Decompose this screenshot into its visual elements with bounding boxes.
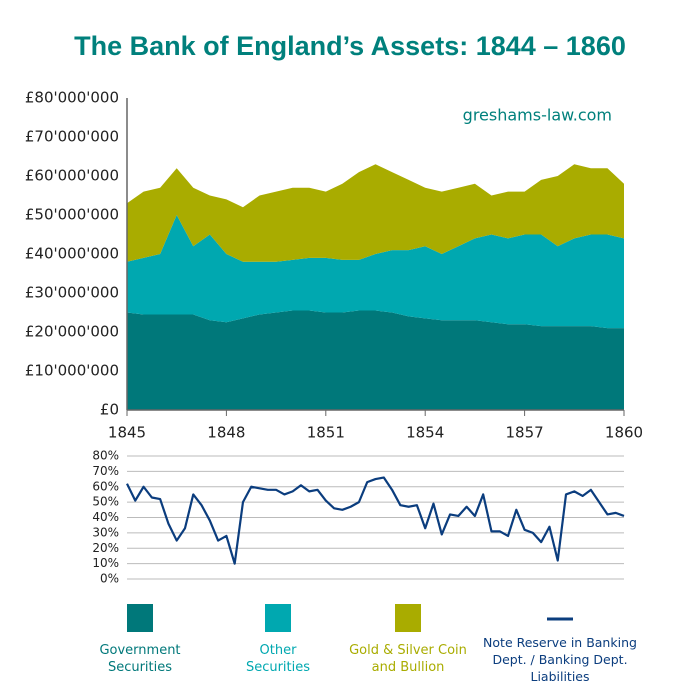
line [126,476,625,565]
legend-swatch [265,604,291,632]
y-tick-label: £10'000'000 [25,362,119,380]
y-tick-label: £50'000'000 [25,206,119,224]
y-tick-label: 30% [92,525,119,539]
y-tick-label: £70'000'000 [25,128,119,146]
y-tick-label: £80'000'000 [25,89,119,107]
y-tick-label: 20% [92,541,119,555]
legend-label: Other Securities [245,643,311,675]
x-tick-label: 1845 [108,424,146,442]
x-tick-label: 1860 [605,424,643,442]
y-tick-label: £40'000'000 [25,245,119,263]
y-tick-label: 80% [92,449,119,463]
y-tick-label: £60'000'000 [25,167,119,185]
x-tick-label: 1851 [307,424,345,442]
legend-label: Government Securities [99,643,181,675]
area [127,215,624,329]
x-tick-label: 1854 [406,424,444,442]
legend-label: Note Reserve in Banking Dept. / Banking … [483,635,637,684]
legend-swatch [395,604,421,632]
annotation: greshams-law.com [463,106,612,125]
x-tick-label: 1848 [207,424,245,442]
chart-title: The Bank of England’s Assets: 1844 – 186… [74,31,626,61]
y-tick-label: 50% [92,495,119,509]
y-tick-label: 40% [92,510,119,524]
area [127,310,624,410]
y-tick-label: 0% [100,572,119,586]
y-tick-label: 10% [92,556,119,570]
y-tick-label: £0 [100,401,119,419]
y-tick-label: £20'000'000 [25,323,119,341]
legend-swatch [127,604,153,632]
x-tick-label: 1857 [506,424,544,442]
y-tick-label: 60% [92,479,119,493]
legend-label: Gold & Silver Coin and Bullion [349,643,467,675]
area [127,164,624,262]
y-tick-label: £30'000'000 [25,284,119,302]
y-tick-label: 70% [92,464,119,478]
